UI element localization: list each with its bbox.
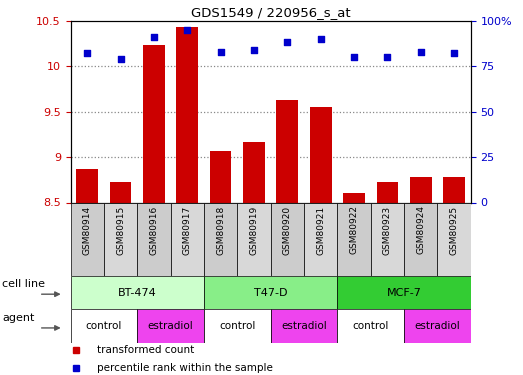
- Bar: [71, 309, 137, 343]
- Bar: [371, 202, 404, 276]
- Bar: [104, 202, 137, 276]
- Bar: [204, 202, 237, 276]
- Text: transformed count: transformed count: [97, 345, 194, 355]
- Bar: [143, 45, 165, 203]
- Text: BT-474: BT-474: [118, 288, 157, 297]
- Point: [283, 39, 291, 45]
- Text: cell line: cell line: [2, 279, 45, 289]
- Point: [383, 54, 392, 60]
- Bar: [443, 177, 465, 203]
- Bar: [137, 202, 170, 276]
- Bar: [404, 202, 437, 276]
- Bar: [237, 202, 271, 276]
- Text: GSM80925: GSM80925: [450, 206, 459, 255]
- Bar: [243, 142, 265, 202]
- Point: [217, 48, 225, 54]
- Bar: [277, 100, 298, 202]
- Text: GSM80921: GSM80921: [316, 206, 325, 255]
- Text: percentile rank within the sample: percentile rank within the sample: [97, 363, 272, 373]
- Point: [450, 50, 458, 56]
- Point: [83, 50, 92, 56]
- Bar: [337, 202, 371, 276]
- Bar: [204, 276, 337, 309]
- Bar: [71, 202, 104, 276]
- Point: [150, 34, 158, 40]
- Bar: [404, 309, 471, 343]
- Text: GSM80920: GSM80920: [283, 206, 292, 255]
- Bar: [110, 183, 131, 203]
- Text: estradiol: estradiol: [415, 321, 460, 331]
- Text: GSM80924: GSM80924: [416, 206, 425, 254]
- Text: GSM80917: GSM80917: [183, 206, 192, 255]
- Bar: [337, 309, 404, 343]
- Text: GSM80916: GSM80916: [150, 206, 158, 255]
- Text: estradiol: estradiol: [148, 321, 194, 331]
- Bar: [71, 276, 204, 309]
- Text: GSM80922: GSM80922: [349, 206, 358, 254]
- Bar: [204, 309, 271, 343]
- Bar: [437, 202, 471, 276]
- Point: [117, 56, 125, 62]
- Text: estradiol: estradiol: [281, 321, 327, 331]
- Bar: [410, 177, 431, 203]
- Text: GSM80923: GSM80923: [383, 206, 392, 255]
- Text: GSM80915: GSM80915: [116, 206, 125, 255]
- Text: control: control: [86, 321, 122, 331]
- Bar: [210, 151, 232, 202]
- Text: GSM80919: GSM80919: [249, 206, 258, 255]
- Bar: [170, 202, 204, 276]
- Bar: [377, 183, 398, 203]
- Bar: [343, 194, 365, 202]
- Bar: [310, 107, 332, 202]
- Point: [416, 48, 425, 54]
- Text: control: control: [353, 321, 389, 331]
- Bar: [337, 276, 471, 309]
- Bar: [304, 202, 337, 276]
- Bar: [271, 309, 337, 343]
- Point: [350, 54, 358, 60]
- Text: GSM80914: GSM80914: [83, 206, 92, 255]
- Point: [183, 27, 191, 33]
- Bar: [271, 202, 304, 276]
- Text: T47-D: T47-D: [254, 288, 288, 297]
- Bar: [76, 169, 98, 202]
- Text: GSM80918: GSM80918: [216, 206, 225, 255]
- Title: GDS1549 / 220956_s_at: GDS1549 / 220956_s_at: [191, 6, 350, 20]
- Text: control: control: [219, 321, 256, 331]
- Text: MCF-7: MCF-7: [386, 288, 422, 297]
- Bar: [176, 27, 198, 202]
- Point: [250, 47, 258, 53]
- Point: [316, 36, 325, 42]
- Bar: [137, 309, 204, 343]
- Text: agent: agent: [2, 313, 35, 323]
